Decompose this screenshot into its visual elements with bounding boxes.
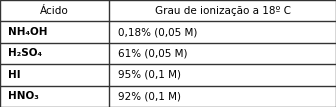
Text: H₂SO₄: H₂SO₄: [8, 48, 42, 59]
Text: HNO₃: HNO₃: [8, 91, 39, 101]
Text: 95% (0,1 M): 95% (0,1 M): [118, 70, 181, 80]
Text: Grau de ionização a 18º C: Grau de ionização a 18º C: [155, 6, 291, 16]
Text: NH₄OH: NH₄OH: [8, 27, 48, 37]
Text: 92% (0,1 M): 92% (0,1 M): [118, 91, 181, 101]
Text: HI: HI: [8, 70, 21, 80]
Text: 61% (0,05 M): 61% (0,05 M): [118, 48, 187, 59]
Text: Ácido: Ácido: [40, 6, 69, 16]
Text: 0,18% (0,05 M): 0,18% (0,05 M): [118, 27, 197, 37]
